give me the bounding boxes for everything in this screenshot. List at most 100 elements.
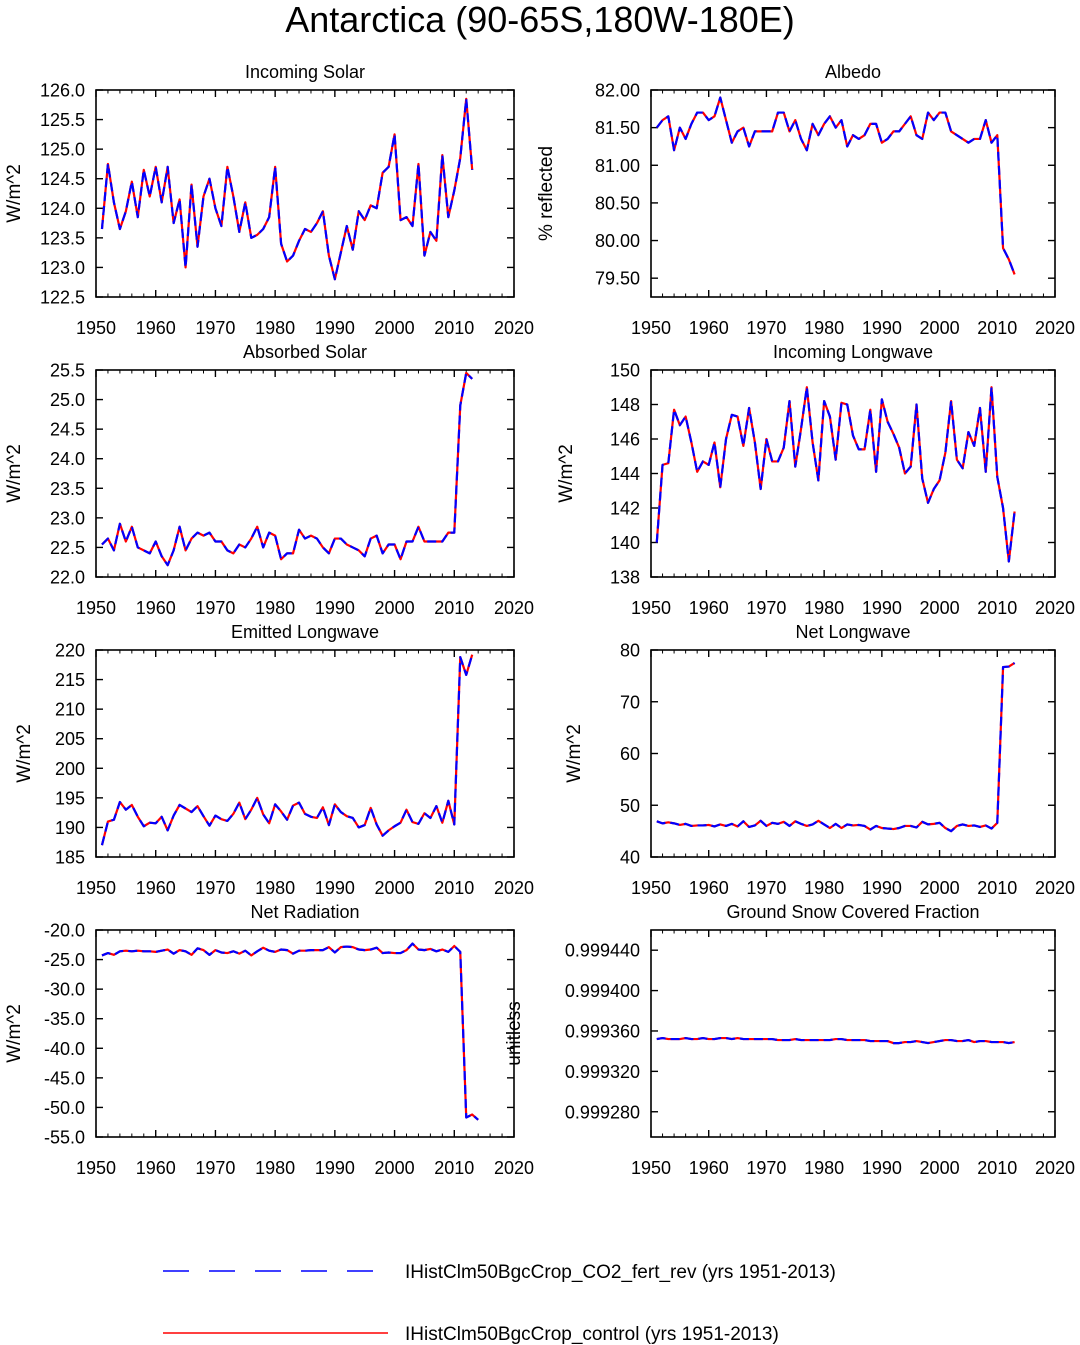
y-tick-label: 125.0: [40, 140, 85, 160]
x-tick-label: 2000: [920, 318, 960, 338]
y-tick-label: 138: [610, 568, 640, 588]
y-tick-label: -45.0: [44, 1068, 85, 1088]
x-tick-label: 2010: [977, 598, 1017, 618]
series-line-control: [656, 1036, 1015, 1045]
series-line-control: [100, 654, 474, 846]
y-tick-label: 22.0: [50, 568, 85, 588]
y-tick-label: 24.0: [50, 449, 85, 469]
y-tick-label: 215: [55, 670, 85, 690]
y-tick-label: 148: [610, 395, 640, 415]
x-tick-label: 1970: [195, 318, 235, 338]
x-tick-label: 1960: [689, 1158, 729, 1178]
plot-frame: [650, 369, 1056, 578]
y-tick-label: 22.5: [50, 538, 85, 558]
x-tick-label: 1950: [76, 318, 116, 338]
x-tick-label: 1980: [255, 1158, 295, 1178]
x-tick-label: 1970: [195, 1158, 235, 1178]
x-tick-label: 1960: [689, 598, 729, 618]
y-tick-label: 40: [620, 848, 640, 868]
y-tick-label: 82.00: [595, 81, 640, 101]
plot-frame: [95, 369, 515, 578]
panel-net-radiation: Net Radiation W/m^2 1950 1960 1970 1980 1990 20…: [4, 902, 534, 1178]
y-tick-label: -35.0: [44, 1009, 85, 1029]
x-tick-label: 1990: [862, 878, 902, 898]
x-tick-label: 2000: [375, 598, 415, 618]
x-tick-label: 1980: [804, 318, 844, 338]
legend-entry-2: IHistClm50BgcCrop_control (yrs 1951-2013…: [163, 1324, 779, 1345]
x-tick-label: 1990: [315, 318, 355, 338]
panel-title: Absorbed Solar: [243, 342, 367, 362]
x-tick-label: 2020: [1035, 598, 1075, 618]
x-tick-label: 1990: [862, 598, 902, 618]
y-axis-label: W/m^2: [564, 724, 585, 783]
x-tick-label: 1960: [136, 878, 176, 898]
x-tick-label: 2010: [977, 1158, 1017, 1178]
x-tick-label: 1990: [315, 1158, 355, 1178]
y-tick-label: 24.5: [50, 420, 85, 440]
x-tick-label: 1990: [862, 1158, 902, 1178]
x-tick-label: 1970: [195, 598, 235, 618]
x-tick-label: 2020: [1035, 318, 1075, 338]
x-tick-label: 1980: [255, 318, 295, 338]
y-tick-label: 0.999320: [565, 1062, 640, 1082]
plot-frame: [650, 929, 1056, 1138]
y-tick-label: 146: [610, 430, 640, 450]
y-tick-label: 80: [620, 641, 640, 661]
x-tick-label: 1980: [255, 878, 295, 898]
series-line-co2-fert-rev: [101, 371, 473, 567]
series-line-control: [100, 97, 474, 281]
y-tick-label: 70: [620, 692, 640, 712]
x-tick-label: 2010: [977, 878, 1017, 898]
y-tick-label: 0.999440: [565, 941, 640, 961]
y-tick-label: 210: [55, 700, 85, 720]
x-tick-label: 1960: [136, 318, 176, 338]
x-tick-label: 1960: [689, 318, 729, 338]
x-tick-label: 2010: [434, 1158, 474, 1178]
x-tick-label: 1980: [255, 598, 295, 618]
panel-title: Albedo: [825, 62, 881, 82]
x-tick-label: 1990: [862, 318, 902, 338]
y-tick-label: 124.0: [40, 199, 85, 219]
y-tick-label: 80.00: [595, 231, 640, 251]
x-tick-label: 1970: [746, 598, 786, 618]
panel-title: Incoming Solar: [245, 62, 365, 82]
legend-label: IHistClm50BgcCrop_control (yrs 1951-2013…: [405, 1324, 779, 1345]
x-tick-label: 1970: [746, 318, 786, 338]
y-tick-label: 0.999400: [565, 981, 640, 1001]
y-tick-label: 195: [55, 788, 85, 808]
series-line-co2-fert-rev: [101, 942, 479, 1121]
x-tick-label: 2000: [920, 878, 960, 898]
x-tick-label: 2020: [494, 878, 534, 898]
x-tick-label: 2010: [434, 598, 474, 618]
y-tick-label: -30.0: [44, 980, 85, 1000]
y-tick-label: 80.50: [595, 193, 640, 213]
x-tick-label: 1970: [195, 878, 235, 898]
plot-frame: [650, 89, 1056, 298]
y-tick-label: -55.0: [44, 1128, 85, 1148]
y-tick-label: 142: [610, 499, 640, 519]
x-tick-label: 2020: [1035, 1158, 1075, 1178]
panel-title: Net Longwave: [795, 622, 910, 642]
x-tick-label: 2000: [375, 878, 415, 898]
y-tick-label: -25.0: [44, 950, 85, 970]
y-tick-label: 140: [610, 533, 640, 553]
y-tick-label: 205: [55, 729, 85, 749]
y-tick-label: 123.0: [40, 258, 85, 278]
series-line-control: [101, 942, 479, 1121]
series-line-co2-fert-rev: [100, 97, 474, 281]
panel-title: Emitted Longwave: [231, 622, 379, 642]
x-tick-label: 1950: [631, 878, 671, 898]
series-line-co2-fert-rev: [656, 662, 1016, 833]
series-line-co2-fert-rev: [655, 96, 1016, 275]
x-tick-label: 1980: [804, 1158, 844, 1178]
panel-title: Net Radiation: [250, 902, 359, 922]
plot-frame: [650, 649, 1056, 858]
x-tick-label: 1950: [631, 318, 671, 338]
y-tick-label: 0.999360: [565, 1021, 640, 1041]
plot-frame: [95, 89, 515, 298]
x-tick-label: 2020: [1035, 878, 1075, 898]
y-tick-label: 60: [620, 744, 640, 764]
y-tick-label: 190: [55, 818, 85, 838]
legend-entry-1: IHistClm50BgcCrop_CO2_fert_rev (yrs 1951…: [163, 1262, 836, 1283]
series-line-co2-fert-rev: [100, 654, 474, 846]
